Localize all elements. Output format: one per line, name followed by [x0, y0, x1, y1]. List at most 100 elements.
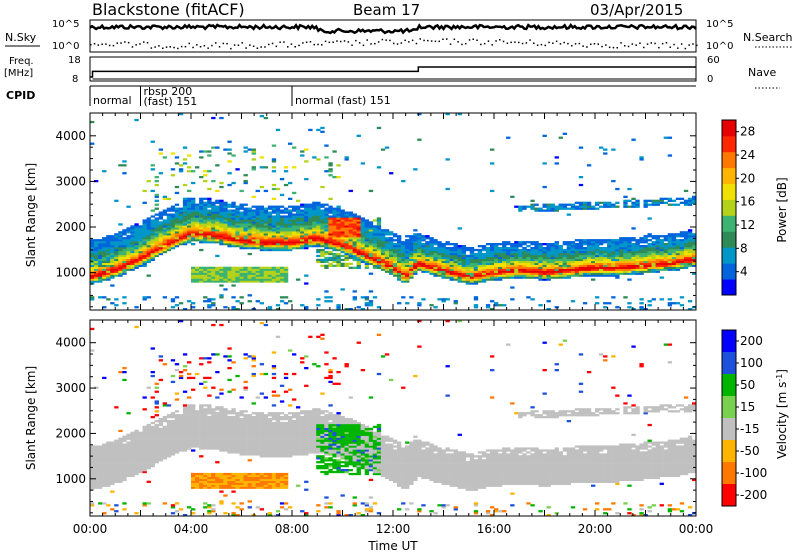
power-cell	[243, 231, 248, 234]
power-cell	[595, 201, 600, 204]
velocity-cell	[134, 439, 139, 442]
power-cell	[465, 278, 471, 281]
velocity-cell	[110, 508, 115, 511]
power-cell	[675, 243, 681, 246]
power-cell	[340, 258, 345, 262]
power-cell	[490, 189, 495, 193]
velocity-cell	[215, 472, 220, 476]
power-cell	[360, 217, 366, 220]
power-cell	[110, 243, 115, 246]
power-cell	[195, 235, 200, 238]
nsearch-point	[696, 44, 698, 47]
power-cell	[300, 211, 305, 214]
power-cell	[259, 272, 265, 275]
power-cell	[219, 211, 224, 214]
velocity-cell	[94, 447, 99, 450]
power-cell	[663, 262, 669, 265]
power-cell	[429, 262, 434, 265]
power-cell	[348, 241, 353, 244]
velocity-cell	[203, 414, 208, 417]
velocity-cell	[187, 437, 192, 440]
velocity-cell	[166, 425, 172, 429]
power-cell	[417, 243, 422, 246]
power-cell	[494, 250, 499, 254]
power-cell	[578, 243, 584, 246]
power-cell	[429, 268, 434, 271]
power-cell	[239, 274, 244, 277]
nsearch-point	[411, 39, 414, 42]
power-cell	[687, 254, 693, 258]
power-cell	[671, 302, 677, 305]
velocity-cell	[154, 457, 159, 460]
power-cell	[271, 270, 277, 273]
velocity-cell	[166, 427, 172, 431]
power-cell	[267, 207, 273, 210]
velocity-cell	[211, 441, 216, 444]
power-cell	[255, 209, 260, 212]
power-cell	[94, 280, 99, 283]
power-cell	[518, 250, 523, 254]
power-cell	[243, 245, 248, 248]
velocity-cell	[195, 439, 200, 442]
power-cell	[122, 302, 127, 305]
nsearch-point	[233, 44, 236, 46]
power-cell	[162, 250, 168, 254]
power-cell	[647, 304, 652, 307]
velocity-cell	[130, 461, 135, 464]
power-cell	[275, 219, 281, 222]
power-cell	[401, 278, 406, 281]
power-cell	[348, 189, 353, 193]
velocity-cell	[227, 435, 232, 438]
velocity-cell	[90, 472, 95, 476]
velocity-cell	[219, 478, 224, 482]
power-cell	[114, 298, 119, 301]
power-cell	[522, 207, 527, 210]
power-cell	[574, 270, 580, 273]
power-cell	[191, 209, 196, 212]
power-cell	[405, 274, 410, 277]
velocity-cell	[223, 437, 228, 440]
power-cell	[615, 252, 620, 256]
velocity-cell	[142, 502, 147, 505]
power-cell	[283, 223, 289, 226]
power-cell	[490, 264, 495, 267]
power-cell	[401, 296, 406, 299]
power-cell	[239, 239, 244, 242]
nsearch-point	[487, 40, 490, 42]
power-cell	[457, 274, 462, 277]
power-cell	[203, 233, 208, 236]
power-cell	[312, 243, 317, 246]
power-cell	[300, 219, 305, 222]
power-cell	[683, 258, 689, 262]
power-cell	[231, 296, 236, 299]
power-cell	[247, 247, 252, 250]
power-cell	[348, 233, 353, 236]
velocity-cell	[203, 410, 208, 413]
power-cell	[421, 237, 426, 240]
power-cell	[692, 241, 697, 244]
power-cell	[554, 252, 559, 256]
velocity-cell	[134, 451, 139, 454]
velocity-cell	[126, 437, 131, 440]
power-cell	[679, 304, 685, 307]
power-cell	[300, 150, 305, 153]
power-cell	[578, 256, 584, 260]
velocity-cell	[219, 410, 224, 413]
power-cell	[595, 268, 600, 271]
nsearch-point	[627, 45, 630, 48]
power-cell	[368, 243, 374, 246]
power-cell	[356, 134, 361, 137]
velocity-cell	[215, 425, 220, 429]
power-cell	[324, 250, 329, 254]
power-cell	[255, 235, 260, 238]
power-cell	[530, 250, 535, 254]
power-cell	[207, 300, 212, 303]
power-cell	[457, 250, 462, 254]
power-cell	[174, 223, 180, 226]
power-cell	[114, 237, 119, 240]
power-cell	[683, 262, 689, 265]
power-cell	[510, 298, 515, 301]
velocity-cell	[142, 457, 147, 460]
power-cell	[542, 268, 547, 271]
power-cell	[364, 221, 370, 224]
